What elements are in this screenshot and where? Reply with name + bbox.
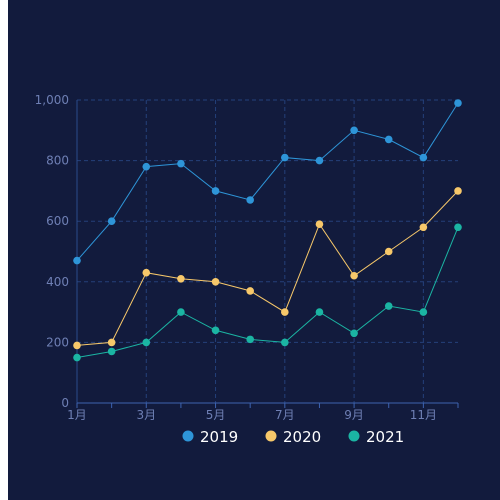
- legend-label-2019[interactable]: 2019: [200, 428, 238, 446]
- data-point-2020[interactable]: [315, 220, 324, 229]
- legend-marker-2020[interactable]: [265, 430, 277, 442]
- data-point-2020[interactable]: [211, 278, 220, 286]
- data-point-2020[interactable]: [107, 338, 116, 347]
- data-point-2021[interactable]: [246, 335, 254, 344]
- x-tick-label: 9月: [344, 408, 364, 422]
- data-point-2021[interactable]: [107, 347, 116, 356]
- data-point-2021[interactable]: [211, 326, 220, 335]
- data-point-2021[interactable]: [315, 308, 324, 316]
- x-tick-label: 3月: [136, 408, 156, 422]
- data-point-2020[interactable]: [142, 268, 151, 277]
- data-point-2020[interactable]: [177, 274, 185, 283]
- data-point-2019[interactable]: [281, 153, 289, 162]
- legend-label-2020[interactable]: 2020: [283, 428, 321, 446]
- data-point-2021[interactable]: [454, 223, 462, 232]
- data-point-2020[interactable]: [454, 187, 462, 195]
- data-point-2020[interactable]: [384, 247, 393, 256]
- y-tick-label: 200: [46, 335, 69, 349]
- chart-panel: [8, 0, 500, 500]
- data-point-2021[interactable]: [350, 329, 358, 338]
- data-point-2021[interactable]: [419, 308, 428, 316]
- x-tick-label: 7月: [275, 408, 295, 422]
- y-tick-label: 800: [46, 154, 69, 168]
- legend-marker-2021[interactable]: [348, 430, 360, 442]
- data-point-2021[interactable]: [384, 302, 393, 310]
- data-point-2020[interactable]: [281, 308, 289, 316]
- y-tick-label: 0: [61, 396, 69, 410]
- data-point-2019[interactable]: [142, 162, 151, 171]
- data-point-2021[interactable]: [142, 338, 151, 347]
- data-point-2019[interactable]: [246, 196, 254, 204]
- data-point-2019[interactable]: [315, 156, 324, 165]
- data-point-2019[interactable]: [454, 99, 462, 107]
- x-tick-label: 1月: [67, 408, 87, 422]
- data-point-2019[interactable]: [177, 159, 185, 168]
- data-point-2021[interactable]: [281, 338, 289, 347]
- data-point-2021[interactable]: [73, 353, 81, 362]
- data-point-2019[interactable]: [73, 256, 81, 265]
- data-point-2019[interactable]: [419, 153, 428, 162]
- data-point-2020[interactable]: [419, 223, 428, 232]
- y-tick-label: 1,000: [35, 93, 69, 107]
- series-line-2020: [76, 190, 459, 346]
- data-point-2019[interactable]: [107, 217, 116, 225]
- data-point-2020[interactable]: [73, 341, 81, 350]
- x-tick-label: 5月: [206, 408, 226, 422]
- series-line-2021: [76, 227, 459, 359]
- y-tick-label: 600: [46, 214, 69, 228]
- data-point-2021[interactable]: [177, 308, 185, 316]
- data-point-2019[interactable]: [211, 187, 220, 195]
- legend-marker-2019[interactable]: [182, 430, 194, 442]
- x-tick-label: 11月: [410, 408, 437, 422]
- data-point-2019[interactable]: [384, 135, 393, 144]
- series-line-2019: [76, 102, 459, 261]
- data-point-2020[interactable]: [350, 271, 358, 280]
- legend-label-2021[interactable]: 2021: [366, 428, 404, 446]
- data-point-2020[interactable]: [246, 287, 254, 295]
- data-point-2019[interactable]: [350, 126, 358, 135]
- y-tick-label: 400: [46, 275, 69, 289]
